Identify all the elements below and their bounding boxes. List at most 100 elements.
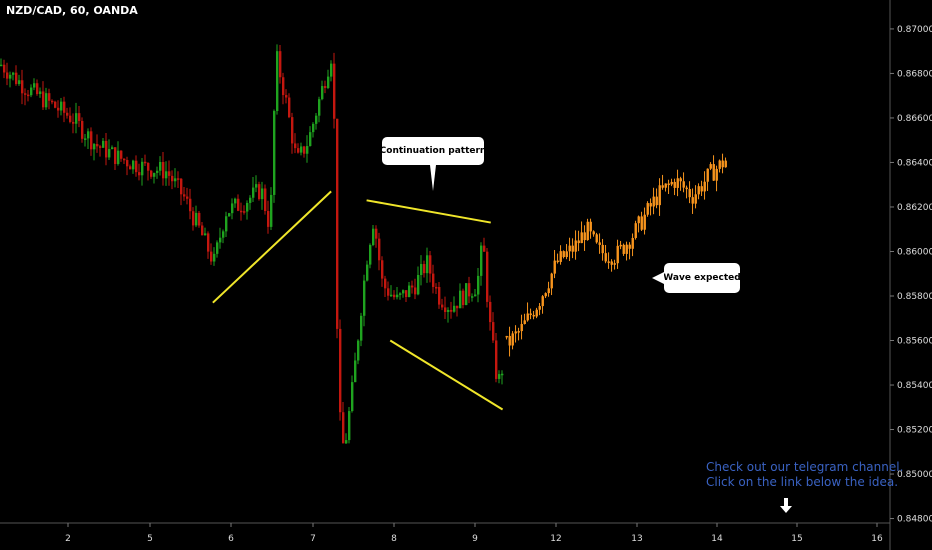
candle-body — [297, 148, 300, 153]
candle-body — [168, 171, 171, 176]
candle-body — [210, 251, 213, 262]
candle-body — [9, 74, 12, 79]
candle-body — [363, 280, 366, 316]
candle-body — [357, 340, 360, 361]
price-tick-label: 0.86400 — [897, 158, 932, 168]
candle-body — [102, 140, 105, 148]
candle-body — [219, 237, 222, 243]
time-tick-label: 5 — [147, 534, 153, 544]
candle-body — [541, 296, 544, 307]
candle-body — [438, 287, 441, 305]
time-tick-label: 16 — [871, 534, 883, 544]
candle-body — [405, 290, 408, 298]
candle-body — [514, 331, 517, 334]
candle-body — [282, 77, 285, 96]
candle-body — [252, 187, 255, 198]
candle-body — [0, 64, 3, 67]
candle-body — [505, 335, 508, 338]
candle-body — [183, 194, 186, 197]
candle-body — [724, 160, 727, 168]
candle-body — [553, 260, 556, 274]
candle-body — [180, 178, 183, 195]
candle-body — [300, 146, 303, 153]
candle-body — [201, 225, 204, 236]
candle-body — [324, 86, 327, 88]
candle-body — [270, 194, 273, 227]
candle-body — [147, 162, 150, 171]
candle-body — [381, 260, 384, 279]
candle-body — [661, 185, 664, 188]
candle-body — [532, 314, 535, 317]
candle-body — [577, 240, 580, 244]
candle-body — [462, 290, 465, 306]
time-tick-label: 8 — [391, 534, 397, 544]
price-tick-label: 0.87000 — [897, 25, 932, 35]
candle-body — [105, 140, 108, 158]
candle-body — [156, 170, 159, 173]
candle-body — [165, 171, 168, 179]
promo-line: Click on the link below the idea. — [706, 475, 899, 489]
candle-body — [234, 198, 237, 204]
candle-body — [420, 264, 423, 275]
candle-body — [453, 305, 456, 312]
candle-body — [703, 181, 706, 192]
candle-body — [141, 161, 144, 176]
price-tick-label: 0.86200 — [897, 203, 932, 213]
candle-body — [706, 168, 709, 182]
candle-body — [715, 168, 718, 181]
candle-body — [426, 255, 429, 274]
candle-body — [411, 285, 414, 288]
candle-body — [601, 244, 604, 254]
candle-body — [51, 100, 54, 103]
candle-body — [580, 232, 583, 244]
candle-body — [547, 288, 550, 294]
candle-body — [523, 320, 526, 325]
time-tick-label: 7 — [310, 534, 316, 544]
time-axis: 2 5 6 7 8 9 12 13 14 15 16 — [65, 523, 883, 544]
time-tick-label: 14 — [711, 534, 723, 544]
arrow-down-icon[interactable] — [778, 497, 794, 515]
candle-body — [619, 244, 622, 247]
candle-body — [520, 324, 523, 332]
candle-body — [330, 63, 333, 77]
candle-body — [501, 373, 504, 376]
callout-wave-expected: Wave expected — [652, 263, 741, 293]
candle-body — [694, 194, 697, 204]
price-tick-label: 0.86000 — [897, 247, 932, 257]
candle-body — [207, 233, 210, 252]
candle-body — [327, 76, 330, 88]
candle-body — [378, 238, 381, 261]
symbol-label: NZD/CAD, 60, OANDA — [6, 4, 138, 17]
candle-body — [132, 160, 135, 170]
candle-body — [186, 196, 189, 199]
candle-body — [339, 328, 342, 413]
candle-body — [465, 283, 468, 306]
candle-body — [162, 161, 165, 179]
candle-body — [189, 198, 192, 212]
promo-text[interactable]: Check out our telegram channel. Click on… — [706, 460, 903, 490]
candle-body — [54, 101, 57, 108]
candle-body — [213, 253, 216, 262]
candle-body — [6, 72, 9, 79]
candle-body — [93, 144, 96, 150]
candle-body — [315, 115, 318, 124]
candle-body — [135, 160, 138, 173]
candle-body — [468, 283, 471, 297]
candle-body — [459, 290, 462, 309]
candle-body — [399, 293, 402, 295]
candle-body — [237, 198, 240, 211]
candle-body — [231, 203, 234, 214]
candle-body — [255, 184, 258, 188]
candle-body — [312, 123, 315, 133]
candle-body — [529, 313, 532, 315]
candle-body — [192, 211, 195, 226]
price-tick-label: 0.86600 — [897, 114, 932, 124]
time-tick-label: 12 — [550, 534, 561, 544]
candle-body — [550, 273, 553, 289]
candle-body — [195, 212, 198, 226]
candle-body — [492, 322, 495, 341]
callout-continuation-pattern: Continuation pattern — [380, 137, 486, 191]
candle-body — [616, 245, 619, 264]
time-tick-label: 9 — [472, 534, 478, 544]
